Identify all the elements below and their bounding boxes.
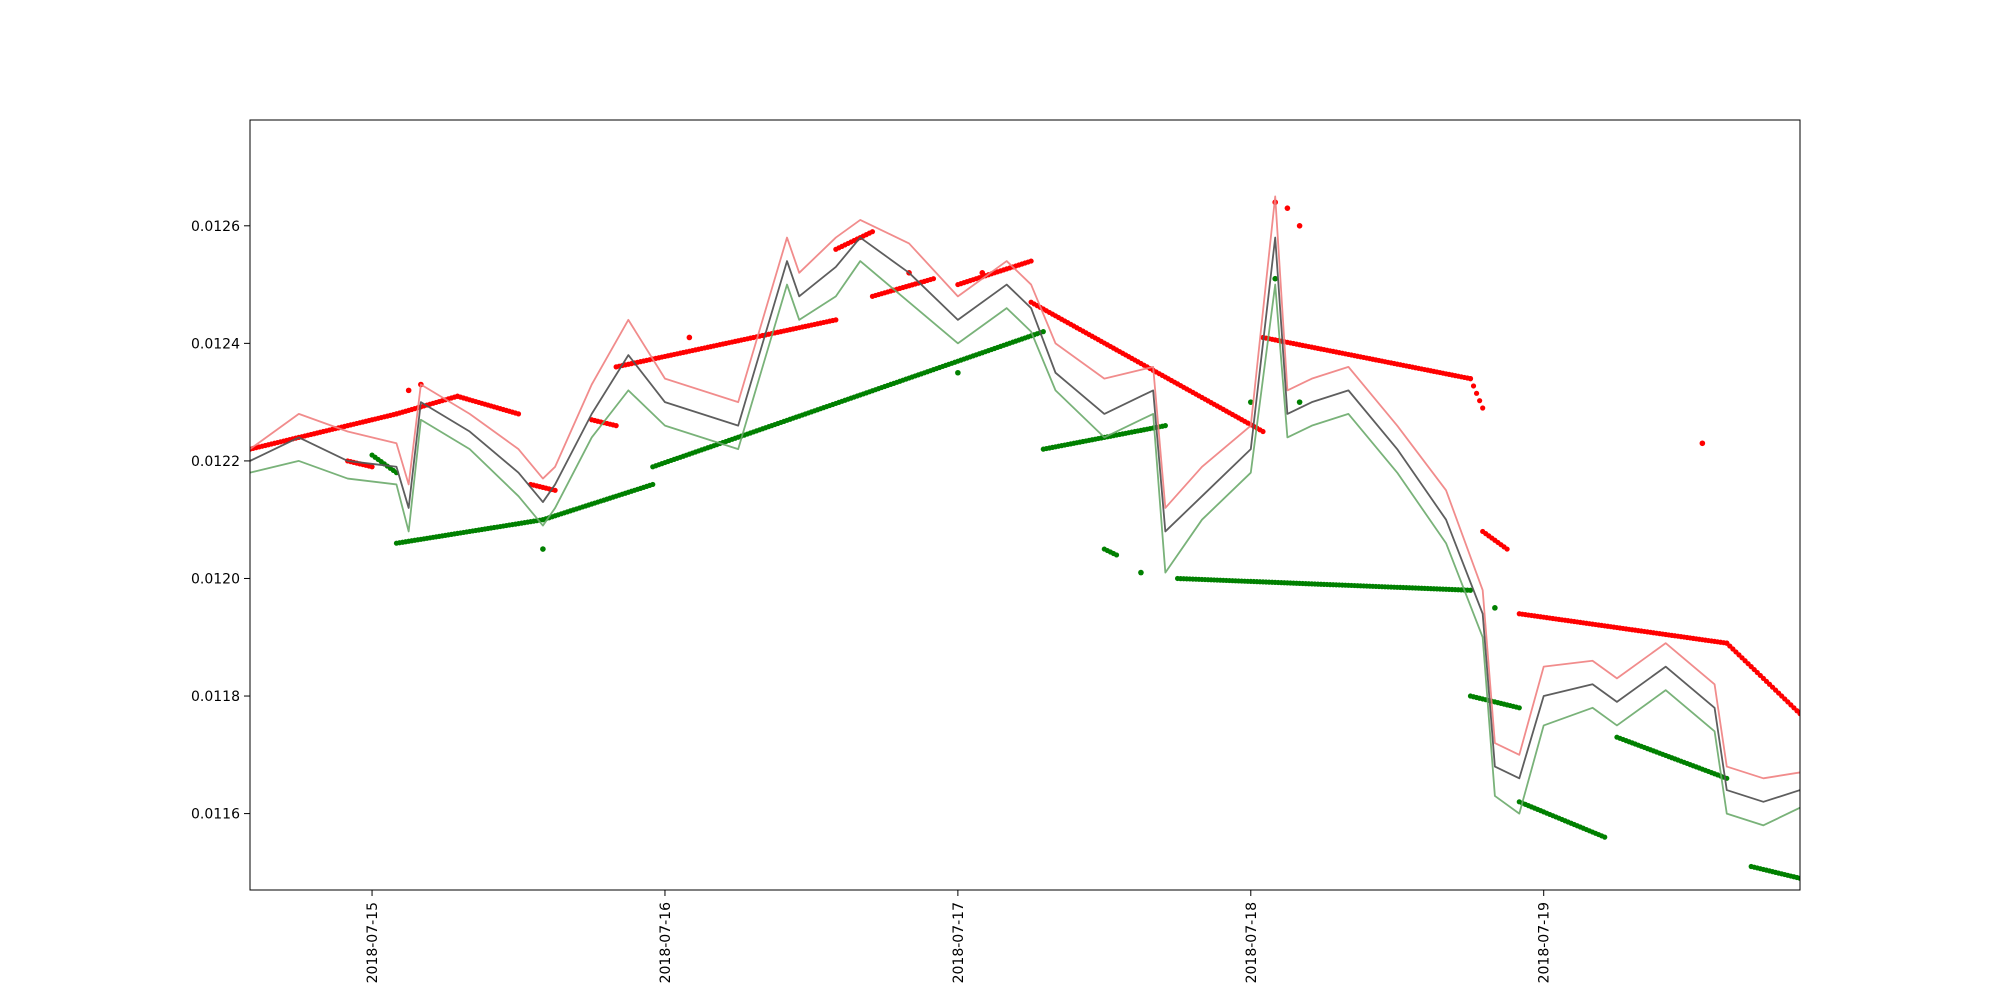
- resistance-segment-0: [250, 411, 400, 452]
- axes-frame: [249, 119, 1801, 891]
- support-points-layer: [369, 275, 1800, 881]
- support-point: [540, 546, 546, 552]
- support-segment-dot: [1602, 834, 1608, 840]
- support-segment-dot: [1797, 875, 1800, 881]
- resistance-segment-dot: [869, 229, 876, 235]
- resistance-segment-dot: [833, 317, 839, 323]
- close-price-line: [250, 236, 1800, 803]
- resistance-segment-dot: [1473, 390, 1480, 396]
- support-segment-dot: [1467, 587, 1474, 593]
- resistance-point: [1296, 223, 1303, 229]
- resistance-point: [979, 270, 986, 276]
- resistance-segment-dot: [369, 464, 375, 470]
- resistance-segment-3: [528, 481, 558, 493]
- x-tick-label: 2018-07-19: [1537, 902, 1553, 983]
- plot-area: [250, 195, 1800, 881]
- resistance-point: [405, 387, 412, 394]
- resistance-segment-dot: [1477, 398, 1483, 404]
- resistance-segment-dot: [515, 411, 522, 417]
- x-tick: 2018-07-18: [1244, 890, 1260, 983]
- resistance-segment-dot: [613, 423, 619, 429]
- y-tick-label: 0.0116: [191, 807, 240, 823]
- x-tick: 2018-07-19: [1537, 890, 1553, 983]
- support-point: [1296, 399, 1303, 405]
- x-tick: 2018-07-17: [951, 890, 967, 983]
- support-segment-9: [1614, 734, 1730, 781]
- x-axis: 2018-07-15 2018-07-16 2018-07-17 2018-07-18…: [365, 890, 1553, 983]
- support-segment-dot: [1516, 705, 1522, 711]
- support-segment-0: [369, 452, 400, 476]
- y-tick-label: 0.0126: [191, 219, 240, 235]
- resistance-segment-2: [393, 393, 522, 417]
- resistance-segment-14: [1724, 640, 1800, 717]
- resistance-segment-dot: [930, 276, 937, 282]
- y-tick: 0.0122: [191, 454, 250, 470]
- resistance-segment-11: [1467, 376, 1486, 411]
- y-axis: 0.0116 0.0118 0.0120 0.0122 0.0124 0.0126: [191, 219, 250, 823]
- resistance-segment-dot: [552, 487, 558, 493]
- resistance-segment-dot: [1260, 428, 1266, 435]
- x-tick: 2018-07-16: [658, 890, 674, 983]
- x-tick-label: 2018-07-18: [1244, 902, 1260, 983]
- resistance-segment-7: [869, 276, 937, 299]
- support-point: [1272, 275, 1278, 282]
- y-tick: 0.0120: [191, 571, 250, 587]
- support-segment-10: [1748, 863, 1800, 881]
- resistance-segment-9: [1028, 299, 1266, 435]
- support-segment-7: [1467, 693, 1522, 711]
- support-segment-6: [1174, 575, 1474, 593]
- support-point: [1492, 605, 1498, 611]
- resistance-point: [1699, 440, 1706, 447]
- support-segment-3: [650, 329, 1046, 470]
- high-price-line: [250, 195, 1800, 780]
- resistance-segment-13: [1516, 611, 1730, 646]
- x-tick-label: 2018-07-17: [951, 902, 967, 983]
- x-tick: 2018-07-15: [365, 890, 381, 983]
- support-segment-2: [540, 481, 656, 523]
- resistance-segment-dot: [1504, 546, 1510, 552]
- resistance-segment-6: [833, 229, 876, 252]
- resistance-segment-dot: [1480, 405, 1486, 411]
- price-lines-layer: [250, 195, 1800, 827]
- resistance-point: [1284, 205, 1291, 211]
- support-point: [1138, 569, 1144, 576]
- resistance-segment-12: [1480, 528, 1510, 552]
- support-segment-8: [1516, 799, 1608, 840]
- support-segment-5: [1101, 546, 1120, 558]
- resistance-segment-dot: [1470, 383, 1477, 389]
- support-point: [1247, 399, 1254, 405]
- resistance-segment-dot: [1467, 376, 1474, 382]
- resistance-segment-dot: [1797, 711, 1800, 717]
- y-tick: 0.0118: [191, 689, 250, 705]
- support-segment-dot: [650, 481, 656, 488]
- y-tick-label: 0.0118: [191, 689, 240, 705]
- y-tick-label: 0.0124: [191, 336, 240, 352]
- support-segment-dot: [1113, 552, 1120, 558]
- x-tick-label: 2018-07-15: [365, 902, 381, 983]
- support-segment-4: [1040, 423, 1168, 452]
- x-tick-label: 2018-07-16: [658, 902, 674, 983]
- support-point: [955, 369, 961, 376]
- low-price-line: [250, 260, 1800, 827]
- y-tick: 0.0116: [191, 807, 250, 823]
- y-tick: 0.0126: [191, 219, 250, 235]
- y-tick: 0.0124: [191, 336, 250, 352]
- support-segment-dot: [1162, 423, 1168, 429]
- y-tick-label: 0.0122: [191, 454, 240, 470]
- resistance-segment-dot: [1028, 258, 1034, 264]
- y-tick-label: 0.0120: [191, 571, 240, 587]
- resistance-point: [686, 334, 693, 341]
- support-segment-dot: [1040, 329, 1046, 335]
